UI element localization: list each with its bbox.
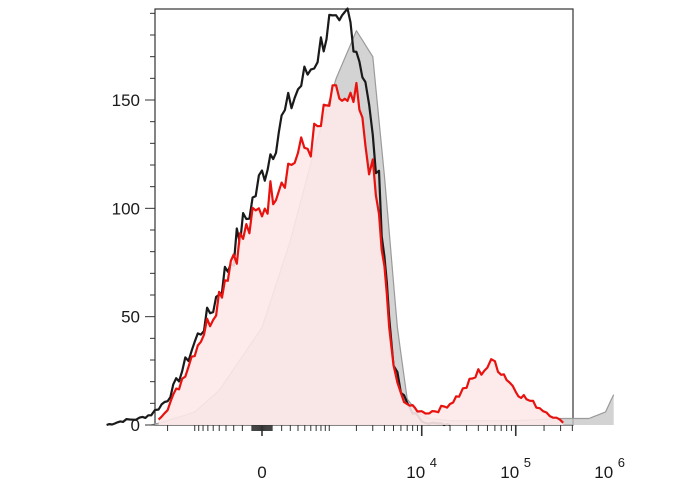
y-axis: 0 50 100 150	[112, 12, 155, 435]
x-tick-exponent: 4	[430, 455, 437, 470]
series-area-sample	[158, 83, 564, 425]
x-tick-label: 0	[257, 463, 266, 482]
y-tick-label: 150	[112, 91, 140, 110]
series-layer	[106, 7, 615, 427]
x-tick-label: 10	[406, 463, 425, 482]
y-tick-label: 0	[131, 416, 140, 435]
x-tick-exponent: 5	[524, 455, 531, 470]
x-tick-label: 10	[500, 463, 519, 482]
x-tick-exponent: 6	[618, 455, 625, 470]
x-tick-label: 10	[594, 463, 613, 482]
y-tick-label: 100	[112, 199, 140, 218]
series-line-sample	[157, 81, 564, 424]
x-axis: 0 10 4 10 5 10 6	[167, 425, 625, 482]
y-tick-label: 50	[121, 308, 140, 327]
